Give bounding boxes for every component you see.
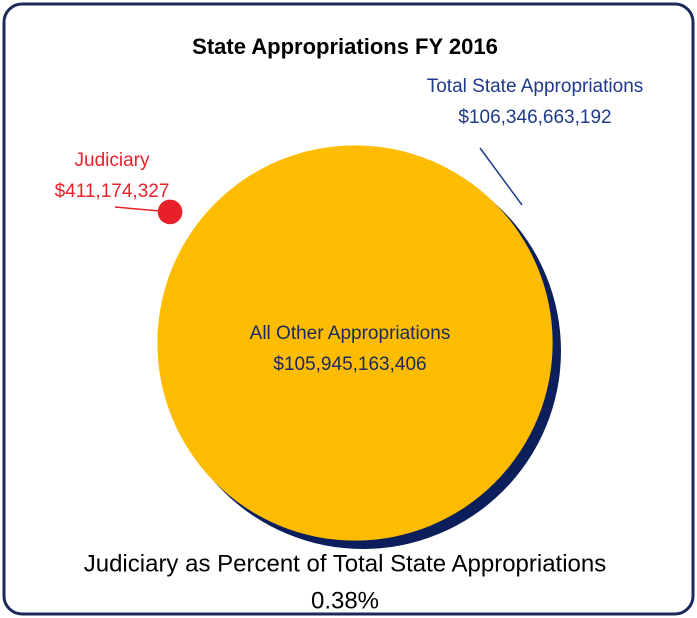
value-label: $106,346,663,192 [458, 107, 611, 128]
category-label: Judiciary [75, 150, 150, 171]
category-label: All Other Appropriations [250, 323, 451, 344]
value-label: $105,945,163,406 [273, 354, 426, 375]
footnote: Judiciary as Percent of Total State Appr… [84, 550, 607, 577]
total-leader [479, 147, 523, 206]
chart-title: State Appropriations FY 2016 [192, 34, 498, 59]
percent-label: 0.38% [311, 587, 379, 614]
judiciary-circle [157, 199, 183, 225]
value-label: $411,174,327 [55, 181, 170, 202]
category-label: Total State Appropriations [427, 76, 644, 97]
other-circle [157, 145, 553, 541]
